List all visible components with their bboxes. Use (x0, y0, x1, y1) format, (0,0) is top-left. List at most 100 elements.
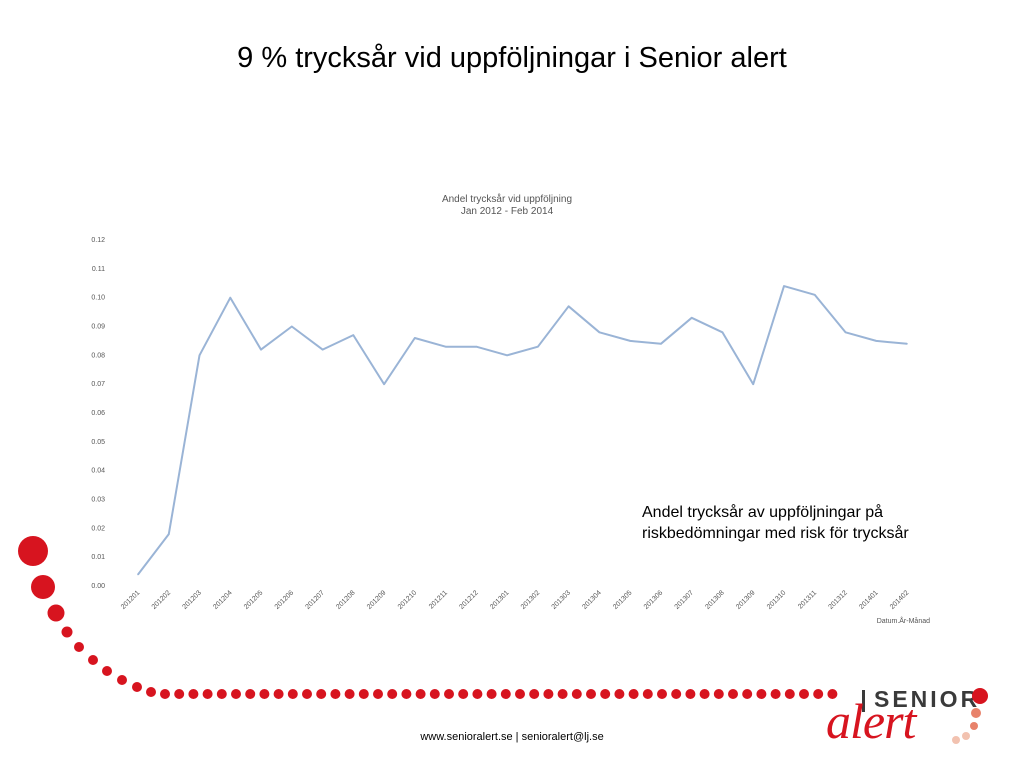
decorative-dot (61, 626, 73, 638)
data-point (475, 345, 478, 348)
y-tick-label: 0.10 (91, 295, 105, 302)
data-point (352, 334, 355, 336)
decorative-dot (429, 689, 440, 699)
y-tick-label: 0.03 (91, 497, 105, 504)
decorative-dot (387, 689, 398, 699)
decorative-dot (543, 689, 554, 699)
data-point (229, 296, 232, 299)
decorative-dot (146, 687, 156, 697)
decorative-dot (472, 689, 483, 699)
y-axis: 0.00 0.01 0.02 0.03 0.04 0.05 0.06 0.07 0.08 0.09… (91, 237, 105, 590)
data-point (906, 343, 908, 345)
decorative-dot (728, 689, 738, 699)
data-point (291, 325, 293, 328)
annotation-line-1: Andel trycksår av uppföljningar på (642, 504, 884, 521)
data-point (198, 354, 201, 357)
decorative-dot (74, 642, 84, 652)
decorative-dot (500, 689, 511, 699)
decorative-dot (373, 689, 383, 699)
decorative-dot (302, 689, 312, 699)
decorative-dot (330, 689, 341, 699)
y-tick-label: 0.08 (91, 352, 105, 359)
decorative-dot (132, 682, 142, 692)
decorative-dot (415, 689, 426, 699)
data-point (660, 343, 662, 345)
y-tick-label: 0.07 (91, 381, 105, 388)
decorative-dot (486, 689, 497, 699)
logo-dot (971, 708, 981, 718)
senior-alert-logo: SENIOR alert (826, 680, 1016, 750)
decorative-dot (102, 666, 112, 676)
decorative-dot (699, 689, 710, 699)
chart-subtitle: Jan 2012 - Feb 2014 (461, 206, 554, 217)
footer-contact: www.senioralert.se | senioralert@lj.se (420, 731, 604, 743)
decorative-dot (188, 689, 199, 699)
decorative-dot (316, 689, 327, 699)
decorative-dot (713, 689, 724, 699)
decorative-dot (458, 689, 469, 699)
decorative-dot (756, 689, 767, 699)
x-axis-label: Datum.År-Månad (877, 616, 930, 625)
decorative-dot (160, 689, 170, 699)
y-tick-label: 0.01 (91, 554, 105, 561)
y-tick-label: 0.05 (91, 439, 105, 446)
data-point (321, 348, 324, 351)
decorative-dot (671, 689, 682, 699)
decorative-dot (88, 655, 98, 665)
decorative-dot (216, 689, 227, 699)
logo-word-alert: alert (826, 693, 916, 749)
decorative-dot (174, 689, 185, 699)
logo-dot (962, 732, 970, 740)
decorative-dot (18, 536, 48, 566)
y-tick-label: 0.00 (91, 583, 105, 590)
y-tick-label: 0.09 (91, 324, 105, 331)
chart-title: Andel trycksår vid uppföljning (442, 193, 572, 205)
data-point (813, 293, 816, 296)
decorative-dot (259, 689, 270, 699)
data-point (260, 348, 262, 351)
data-point (690, 317, 693, 319)
decorative-dot (784, 689, 795, 699)
decorative-dot (273, 689, 284, 699)
logo-word-senior: SENIOR (874, 686, 981, 712)
decorative-dot (657, 689, 667, 699)
logo-bar (862, 690, 865, 712)
data-point (167, 533, 170, 535)
line-chart: Andel trycksår vid uppföljning Jan 2012 … (91, 193, 930, 625)
data-point (444, 345, 447, 348)
decorative-dot (642, 689, 653, 699)
data-point (383, 383, 385, 385)
decorative-dot (799, 689, 809, 699)
decorative-dot (444, 689, 454, 699)
series-line (137, 285, 908, 576)
decorative-dot (827, 689, 838, 699)
data-point (752, 383, 754, 385)
data-point (506, 354, 508, 357)
y-tick-label: 0.12 (91, 237, 105, 244)
decorative-dot (31, 575, 55, 599)
y-tick-label: 0.11 (92, 266, 105, 273)
y-tick-label: 0.04 (91, 468, 105, 475)
decorative-dot (287, 689, 298, 699)
annotation-text: Andel trycksår av uppföljningar på riskb… (642, 502, 1002, 544)
decorative-dot (813, 689, 824, 699)
decorative-dot (529, 689, 540, 699)
decorative-dot (628, 689, 639, 699)
decorative-dot (245, 689, 256, 699)
decorative-dot (742, 689, 753, 699)
logo-dot (952, 736, 960, 744)
data-point (629, 340, 631, 342)
logo-dots (952, 688, 988, 744)
decorative-dot (401, 689, 412, 699)
data-point (721, 331, 724, 334)
data-point (844, 331, 847, 334)
decorative-dot (47, 604, 65, 622)
series-group (137, 285, 908, 576)
logo-dot (970, 722, 978, 730)
data-point (598, 331, 601, 334)
decorative-dot (117, 675, 127, 685)
decorative-dot (770, 689, 781, 699)
decorative-dot (358, 689, 369, 699)
data-point (783, 285, 785, 287)
